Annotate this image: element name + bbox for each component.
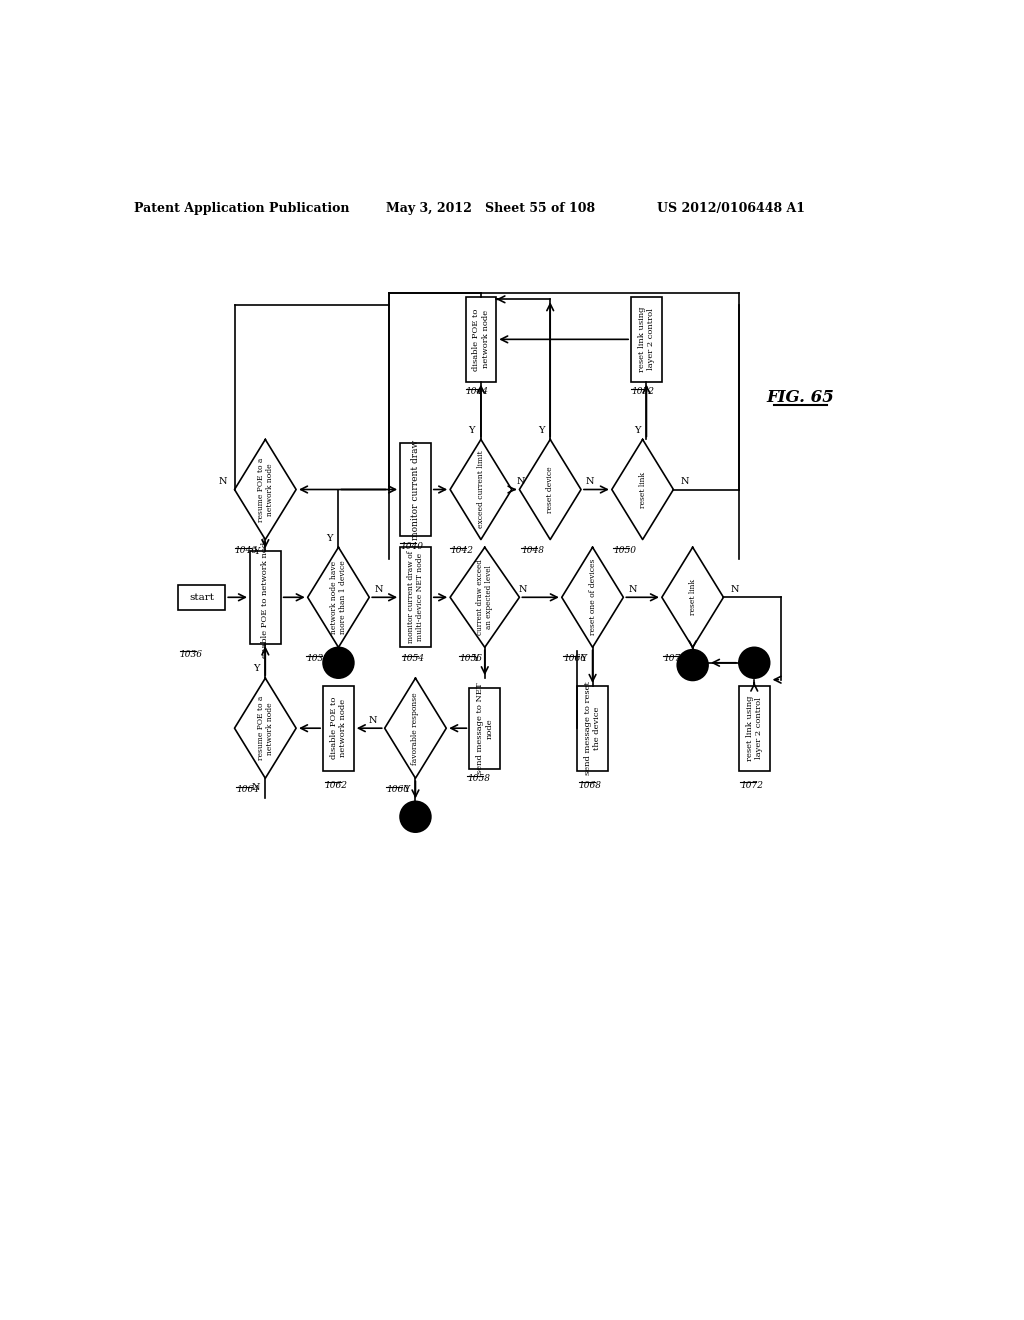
Text: 1036: 1036: [180, 649, 203, 659]
Bar: [323, 686, 354, 771]
Polygon shape: [611, 440, 674, 540]
Text: reset link: reset link: [639, 471, 646, 507]
Text: A: A: [412, 812, 420, 821]
Text: 1052: 1052: [631, 387, 654, 396]
Circle shape: [677, 649, 708, 681]
Text: send message to NET
node: send message to NET node: [476, 682, 494, 774]
Text: Y: Y: [253, 664, 259, 673]
Text: N: N: [731, 585, 739, 594]
Text: current draw exceed
an expected level: current draw exceed an expected level: [476, 560, 494, 635]
Text: Y: Y: [468, 426, 475, 434]
Text: 1072: 1072: [740, 780, 764, 789]
Text: A: A: [335, 659, 342, 667]
Text: monitor current draw: monitor current draw: [411, 440, 420, 540]
Text: network node have
more than 1 device: network node have more than 1 device: [330, 561, 347, 634]
Bar: [469, 688, 500, 768]
Text: 1064: 1064: [237, 785, 259, 795]
Text: A: A: [689, 660, 696, 669]
Text: 1054: 1054: [401, 655, 425, 663]
Text: Y: Y: [634, 426, 640, 434]
Text: N: N: [586, 478, 595, 486]
Polygon shape: [451, 440, 512, 540]
Text: 1050: 1050: [613, 546, 636, 556]
Polygon shape: [662, 548, 724, 647]
Text: 1044: 1044: [466, 387, 488, 396]
Bar: [631, 297, 662, 381]
Text: Y: Y: [326, 533, 333, 543]
Text: send message to reset
the device: send message to reset the device: [584, 681, 601, 775]
Bar: [177, 585, 225, 610]
Text: 1058: 1058: [467, 775, 490, 783]
Text: 1056: 1056: [460, 655, 482, 663]
Bar: [400, 444, 431, 536]
Text: resume POE to a
network node: resume POE to a network node: [257, 457, 273, 521]
Text: N: N: [219, 478, 227, 486]
Bar: [739, 686, 770, 771]
Text: 1042: 1042: [451, 546, 473, 556]
Text: 1046: 1046: [234, 546, 257, 556]
Text: FIG. 65: FIG. 65: [767, 388, 835, 405]
Polygon shape: [234, 440, 296, 540]
Text: reset one of devices: reset one of devices: [589, 560, 597, 635]
Text: 1062: 1062: [325, 780, 347, 789]
Text: N: N: [252, 783, 260, 792]
Text: start: start: [188, 593, 214, 602]
Text: 1060: 1060: [386, 785, 410, 795]
Text: N: N: [374, 585, 383, 594]
Text: monitor current draw of
multi-device NET node: monitor current draw of multi-device NET…: [407, 552, 424, 643]
Text: Y: Y: [403, 785, 410, 795]
Text: 1066: 1066: [563, 655, 587, 663]
Polygon shape: [562, 548, 624, 647]
Text: reset link using
layer 2 control: reset link using layer 2 control: [638, 306, 655, 372]
Text: May 3, 2012   Sheet 55 of 108: May 3, 2012 Sheet 55 of 108: [386, 202, 596, 215]
Polygon shape: [234, 678, 296, 779]
Text: favorable response: favorable response: [412, 692, 420, 764]
Text: enable POE to network node: enable POE to network node: [261, 537, 269, 657]
Text: N: N: [519, 585, 527, 594]
Text: N: N: [629, 585, 637, 594]
Circle shape: [739, 647, 770, 678]
Text: N: N: [517, 478, 525, 486]
Text: US 2012/0106448 A1: US 2012/0106448 A1: [657, 202, 805, 215]
Text: reset device: reset device: [546, 466, 554, 512]
Text: 1040: 1040: [400, 543, 423, 550]
Text: disable POE to
network node: disable POE to network node: [330, 697, 347, 759]
Text: Y: Y: [680, 655, 687, 664]
Text: reset link using
layer 2 control: reset link using layer 2 control: [745, 696, 763, 760]
Text: N: N: [369, 715, 378, 725]
Polygon shape: [385, 678, 446, 779]
Text: 1068: 1068: [579, 780, 602, 789]
Text: resume POE to a
network node: resume POE to a network node: [257, 696, 273, 760]
Text: reset link: reset link: [689, 579, 696, 615]
Circle shape: [400, 801, 431, 832]
Text: A: A: [751, 659, 758, 667]
Text: Y: Y: [538, 426, 544, 434]
Circle shape: [323, 647, 354, 678]
Polygon shape: [519, 440, 581, 540]
Bar: [400, 548, 431, 647]
Text: Y: Y: [580, 655, 587, 664]
Text: 1038: 1038: [306, 655, 329, 663]
Text: Y: Y: [472, 655, 479, 664]
Polygon shape: [451, 548, 519, 647]
Text: Patent Application Publication: Patent Application Publication: [134, 202, 350, 215]
Text: exceed current limit: exceed current limit: [477, 450, 485, 528]
Bar: [250, 552, 281, 644]
Text: disable POE to
network node: disable POE to network node: [472, 308, 489, 371]
Text: 1070: 1070: [664, 655, 686, 663]
Text: 1048: 1048: [521, 546, 544, 556]
Polygon shape: [307, 548, 370, 647]
Bar: [466, 297, 497, 381]
Text: N: N: [681, 478, 689, 486]
Bar: [578, 686, 608, 771]
Text: Y: Y: [253, 546, 259, 556]
